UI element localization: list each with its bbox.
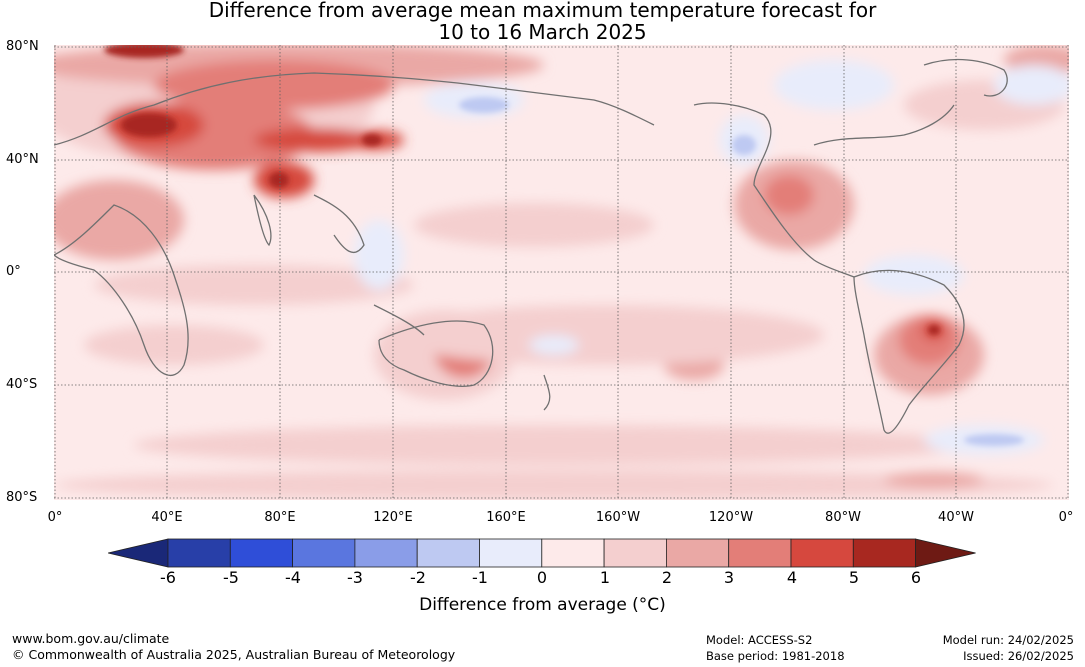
lon-label-40e: 40°E [151, 510, 183, 525]
colorbar-tick-minus4: -4 [285, 568, 301, 587]
colorbar-swatch-2 [292, 538, 356, 568]
footer-base-period: Base period: 1981-2018 [706, 649, 845, 663]
colorbar-tick-2: 2 [661, 568, 673, 587]
colorbar-tick-minus1: -1 [472, 568, 488, 587]
footer-model: Model: ACCESS-S2 [706, 633, 813, 647]
lat-label-40n: 40°N [6, 152, 39, 167]
colorbar-tick-4: 4 [786, 568, 798, 587]
colorbar-tick-minus3: -3 [347, 568, 363, 587]
colorbar-tick-5: 5 [848, 568, 860, 587]
colorbar-swatch-7 [603, 538, 667, 568]
map-svg [54, 45, 1069, 500]
chart-title-line2: 10 to 16 March 2025 [438, 20, 647, 44]
footer-model-run: Model run: 24/02/2025 [942, 633, 1074, 647]
footer-url: www.bom.gov.au/climate [12, 631, 170, 646]
colorbar-tick-0: 0 [536, 568, 548, 587]
colorbar-tick-1: 1 [599, 568, 611, 587]
colorbar-swatch-0 [167, 538, 231, 568]
colorbar-swatch-11 [852, 538, 916, 568]
lon-label-160e: 160°E [486, 510, 526, 525]
lon-label-160w: 160°W [595, 510, 641, 525]
colorbar-tick-6: 6 [910, 568, 922, 587]
colorbar-swatch-6 [541, 538, 605, 568]
colorbar-swatch-8 [666, 538, 730, 568]
anomaly-fields [54, 45, 1069, 500]
colorbar-tick-minus2: -2 [410, 568, 426, 587]
colorbar-swatch-5 [479, 538, 543, 568]
colorbar-tick-3: 3 [723, 568, 735, 587]
footer-copyright: © Commonwealth of Australia 2025, Austra… [12, 647, 456, 662]
colorbar-label: Difference from average (°C) [419, 595, 666, 615]
colorbar-tick-minus6: -6 [160, 568, 176, 587]
footer-issued: Issued: 26/02/2025 [963, 649, 1074, 663]
lon-label-80e: 80°E [264, 510, 296, 525]
chart-title-line1: Difference from average mean maximum tem… [208, 0, 877, 22]
lat-label-40s: 40°S [6, 377, 38, 392]
lon-label-0: 0° [47, 510, 63, 525]
colorbar-swatch-1 [229, 538, 294, 568]
lon-label-80w: 80°W [825, 510, 861, 525]
colorbar-tick-minus5: -5 [223, 568, 239, 587]
lat-label-80n: 80°N [6, 39, 39, 54]
lon-label-120e: 120°E [373, 510, 413, 525]
colorbar-swatch-10 [790, 538, 854, 568]
colorbar-under-triangle [108, 538, 169, 568]
lon-label-40w: 40°W [938, 510, 974, 525]
colorbar-swatch-9 [728, 538, 792, 568]
coastlines [54, 58, 1008, 434]
lon-label-120w: 120°W [708, 510, 754, 525]
lat-label-80s: 80°S [6, 490, 38, 505]
lon-label-0-right: 0° [1058, 510, 1074, 525]
colorbar-swatch-3 [354, 538, 418, 568]
colorbar-swatch-4 [416, 538, 480, 568]
forecast-map [54, 45, 1069, 500]
colorbar-over-triangle [915, 538, 976, 568]
colorbar [108, 538, 976, 568]
lat-label-0: 0° [6, 264, 21, 279]
anomaly-cores [104, 45, 1024, 446]
graticule [54, 45, 1069, 500]
